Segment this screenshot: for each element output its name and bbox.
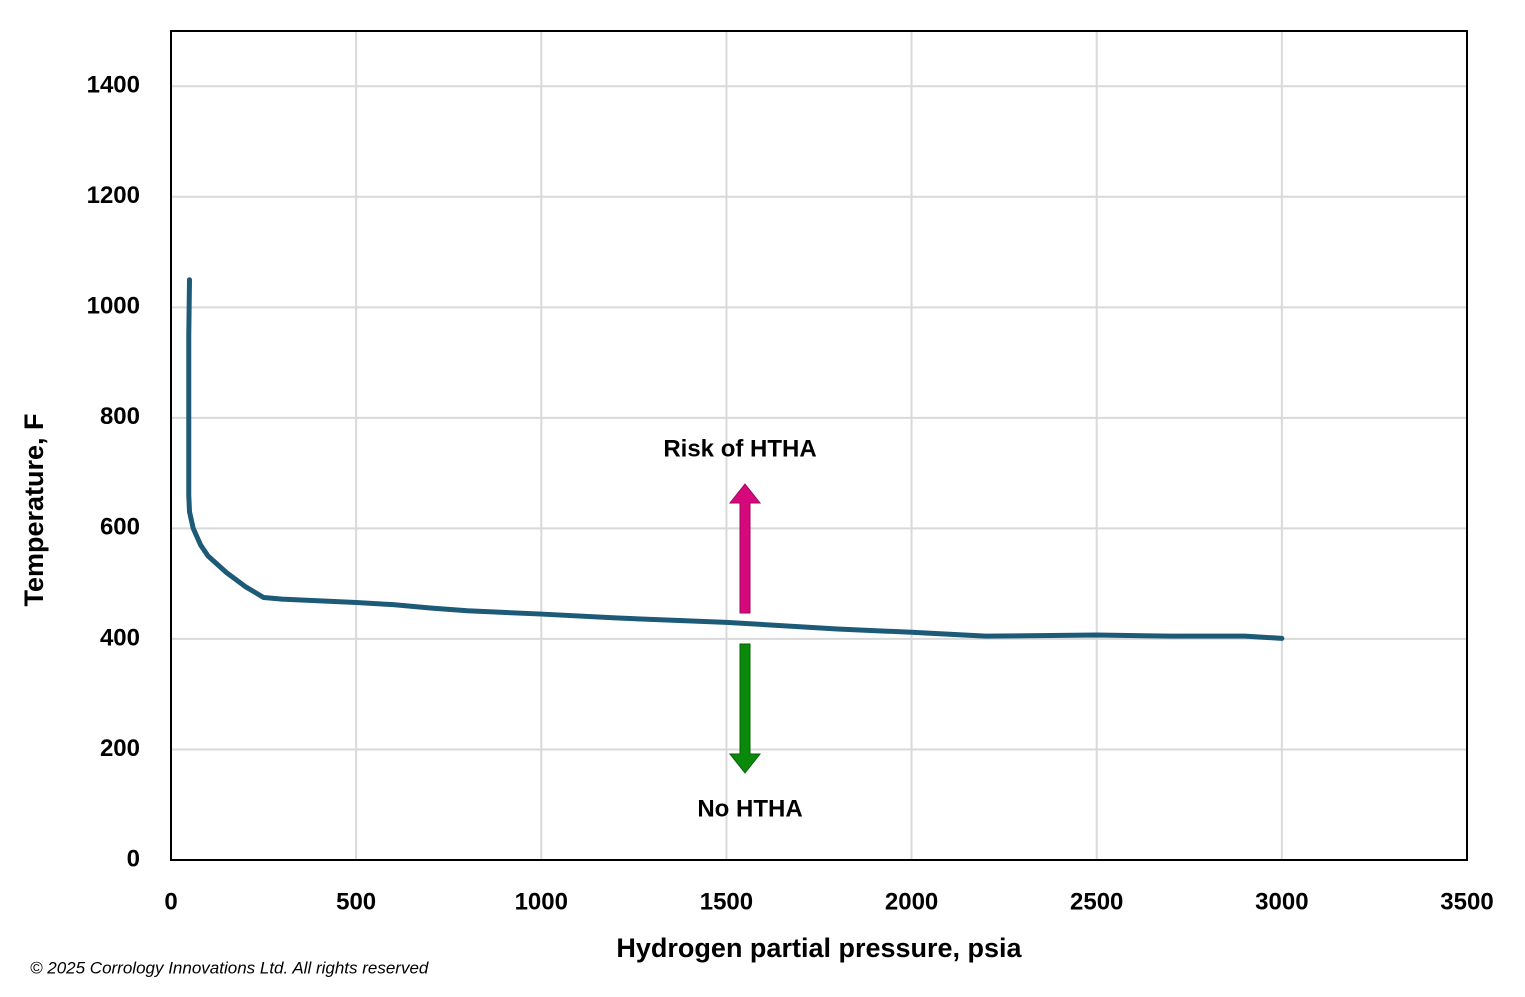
x-tick-label: 0 xyxy=(164,888,177,915)
data-line xyxy=(186,277,1285,641)
x-tick-label: 1000 xyxy=(515,888,568,915)
y-tick-label: 1400 xyxy=(87,72,140,99)
grid xyxy=(170,31,1468,861)
x-tick-label: 2000 xyxy=(885,888,938,915)
y-tick-label: 600 xyxy=(100,514,140,541)
risk-arrow xyxy=(728,483,762,614)
y-axis-title: Temperature, F xyxy=(19,413,49,606)
x-tick-label: 3500 xyxy=(1440,888,1493,915)
y-tick-label: 1200 xyxy=(87,182,140,209)
marks xyxy=(186,277,1285,641)
x-tick-label: 1500 xyxy=(700,888,753,915)
y-tick-label: 200 xyxy=(100,735,140,762)
y-tick-label: 400 xyxy=(100,624,140,651)
x-axis-title: Hydrogen partial pressure, psia xyxy=(616,933,1022,963)
x-tick-label: 2500 xyxy=(1070,888,1123,915)
safe-arrow xyxy=(728,643,762,774)
plot-frame xyxy=(170,30,1468,861)
x-tick-label: 3000 xyxy=(1255,888,1308,915)
x-tick-label: 500 xyxy=(336,888,376,915)
annotation: No HTHA xyxy=(697,795,802,822)
annotation: Risk of HTHA xyxy=(663,435,816,462)
y-tick-label: 800 xyxy=(100,403,140,430)
copyright: © 2025 Corrology Innovations Ltd. All ri… xyxy=(30,958,429,977)
y-tick-label: 1000 xyxy=(87,293,140,320)
y-tick-label: 0 xyxy=(127,845,140,872)
